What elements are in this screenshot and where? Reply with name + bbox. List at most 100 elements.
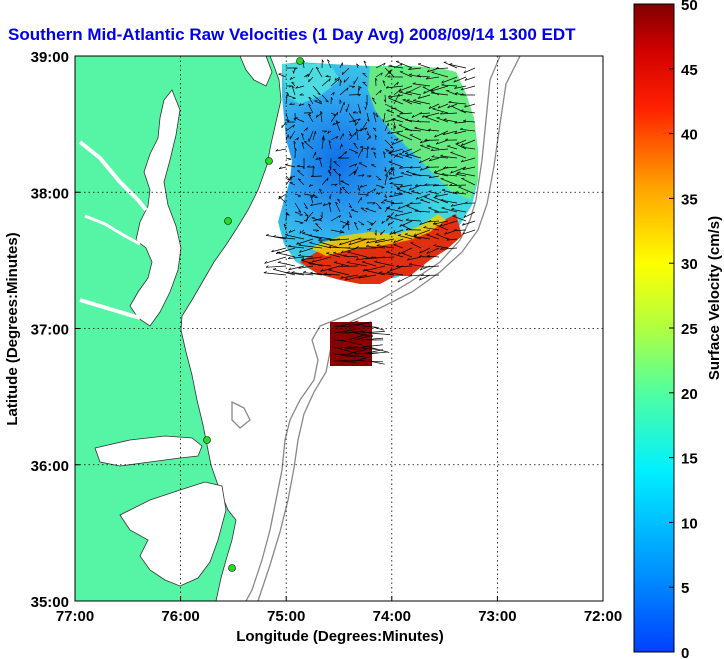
velocity-arrow-head — [409, 166, 413, 169]
velocity-arrow-head — [315, 114, 318, 118]
velocity-arrow — [348, 132, 357, 141]
velocity-arrow — [368, 346, 390, 353]
velocity-arrow — [311, 217, 323, 222]
velocity-arrow-head — [413, 99, 417, 101]
velocity-arrow — [348, 118, 361, 123]
velocity-arrow — [333, 161, 341, 168]
velocity-arrow — [340, 247, 359, 254]
velocity-arrow — [366, 220, 373, 225]
velocity-arrow-head — [276, 251, 281, 254]
velocity-arrow — [431, 92, 449, 96]
velocity-arrow — [413, 100, 431, 105]
velocity-arrow — [361, 330, 386, 334]
velocity-arrow — [414, 210, 431, 213]
velocity-arrow — [460, 85, 476, 91]
velocity-arrow — [361, 337, 384, 341]
velocity-arrow-head — [399, 166, 402, 169]
velocity-arrow-head — [451, 208, 455, 210]
velocity-arrow-head — [288, 267, 292, 271]
velocity-arrow — [460, 157, 476, 163]
velocity-arrow-head — [347, 246, 351, 249]
velocity-arrow-head — [306, 165, 310, 168]
velocity-arrow — [289, 103, 296, 105]
x-axis-ticks: 77:00 76:00 75:00 74:00 73:00 72:00 — [56, 596, 622, 625]
velocity-arrow-head — [354, 221, 357, 225]
velocity-arrow — [423, 85, 440, 94]
velocity-arrow-head — [361, 174, 365, 177]
velocity-arrow — [366, 228, 372, 231]
velocity-arrow-head — [362, 81, 366, 84]
velocity-arrow-head — [417, 63, 421, 65]
velocity-arrow-head — [428, 175, 432, 179]
velocity-arrow — [340, 360, 356, 363]
velocity-arrow — [375, 175, 382, 181]
velocity-arrow-head — [419, 277, 422, 281]
velocity-arrow — [361, 349, 384, 355]
velocity-arrow — [421, 265, 440, 268]
velocity-arrow — [285, 177, 292, 186]
velocity-arrow — [439, 220, 458, 227]
velocity-arrow — [308, 235, 332, 240]
velocity-arrow — [320, 110, 323, 123]
velocity-arrow — [426, 234, 440, 240]
velocity-arrow-head — [464, 201, 468, 204]
y-axis-ticks: 39:00 38:00 37:00 36:00 35:00 — [31, 49, 80, 611]
velocity-arrow — [452, 215, 467, 222]
velocity-arrow-head — [409, 201, 413, 204]
velocity-arrow-head — [332, 92, 335, 96]
velocity-arrow — [409, 274, 422, 277]
velocity-region-yellow-edge — [310, 214, 446, 256]
velocity-arrow-head — [430, 148, 434, 151]
velocity-arrow-head — [440, 112, 443, 115]
velocity-arrow — [441, 84, 458, 87]
colorbar-tick-label: 15 — [681, 451, 698, 468]
velocity-arrow — [432, 108, 449, 114]
velocity-arrow — [384, 122, 389, 132]
velocity-arrow — [434, 193, 449, 197]
velocity-arrow-head — [289, 175, 292, 179]
velocity-arrow — [410, 242, 422, 249]
velocity-arrow — [337, 198, 341, 204]
velocity-arrow-head — [364, 106, 366, 110]
velocity-arrow-head — [388, 70, 392, 73]
velocity-arrow — [285, 134, 289, 141]
velocity-arrow-head — [315, 157, 319, 160]
velocity-arrow — [285, 175, 291, 181]
velocity-arrow-head — [441, 83, 445, 86]
velocity-arrow — [357, 193, 369, 196]
velocity-arrow — [326, 252, 341, 258]
velocity-arrow-head — [293, 140, 296, 144]
velocity-arrow — [442, 130, 458, 136]
velocity-arrow-head — [362, 260, 366, 263]
velocity-arrow-head — [434, 210, 438, 213]
velocity-arrow — [451, 208, 467, 213]
velocity-arrow-head — [341, 186, 345, 189]
velocity-arrow — [354, 346, 378, 350]
velocity-arrow-head — [387, 75, 391, 78]
velocity-arrow — [393, 81, 399, 87]
velocity-arrow-head — [397, 251, 401, 255]
colorbar-tick-label: 10 — [681, 515, 698, 532]
velocity-arrow — [375, 89, 382, 96]
velocity-arrow — [458, 186, 476, 195]
velocity-arrow-head — [414, 184, 418, 187]
velocity-arrow — [301, 133, 305, 141]
velocity-arrow-head — [344, 277, 348, 281]
velocity-arrow-head — [414, 209, 418, 212]
velocity-arrow — [431, 156, 449, 159]
colorbar-tick-label: 5 — [681, 580, 689, 597]
velocity-arrow — [353, 76, 359, 85]
velocity-arrow — [366, 135, 371, 141]
velocity-arrow-head — [448, 100, 452, 103]
velocity-arrow-head — [285, 163, 289, 165]
velocity-arrow — [311, 256, 332, 263]
velocity-arrow — [366, 130, 370, 136]
velocity-arrow — [455, 143, 467, 150]
velocity-arrow-head — [295, 147, 297, 151]
velocity-arrow — [430, 85, 449, 92]
velocity-arrow-head — [399, 184, 403, 188]
velocity-arrow — [399, 220, 413, 227]
velocity-arrow — [354, 334, 374, 341]
velocity-arrow — [386, 272, 404, 276]
velocity-arrow-head — [308, 262, 312, 265]
